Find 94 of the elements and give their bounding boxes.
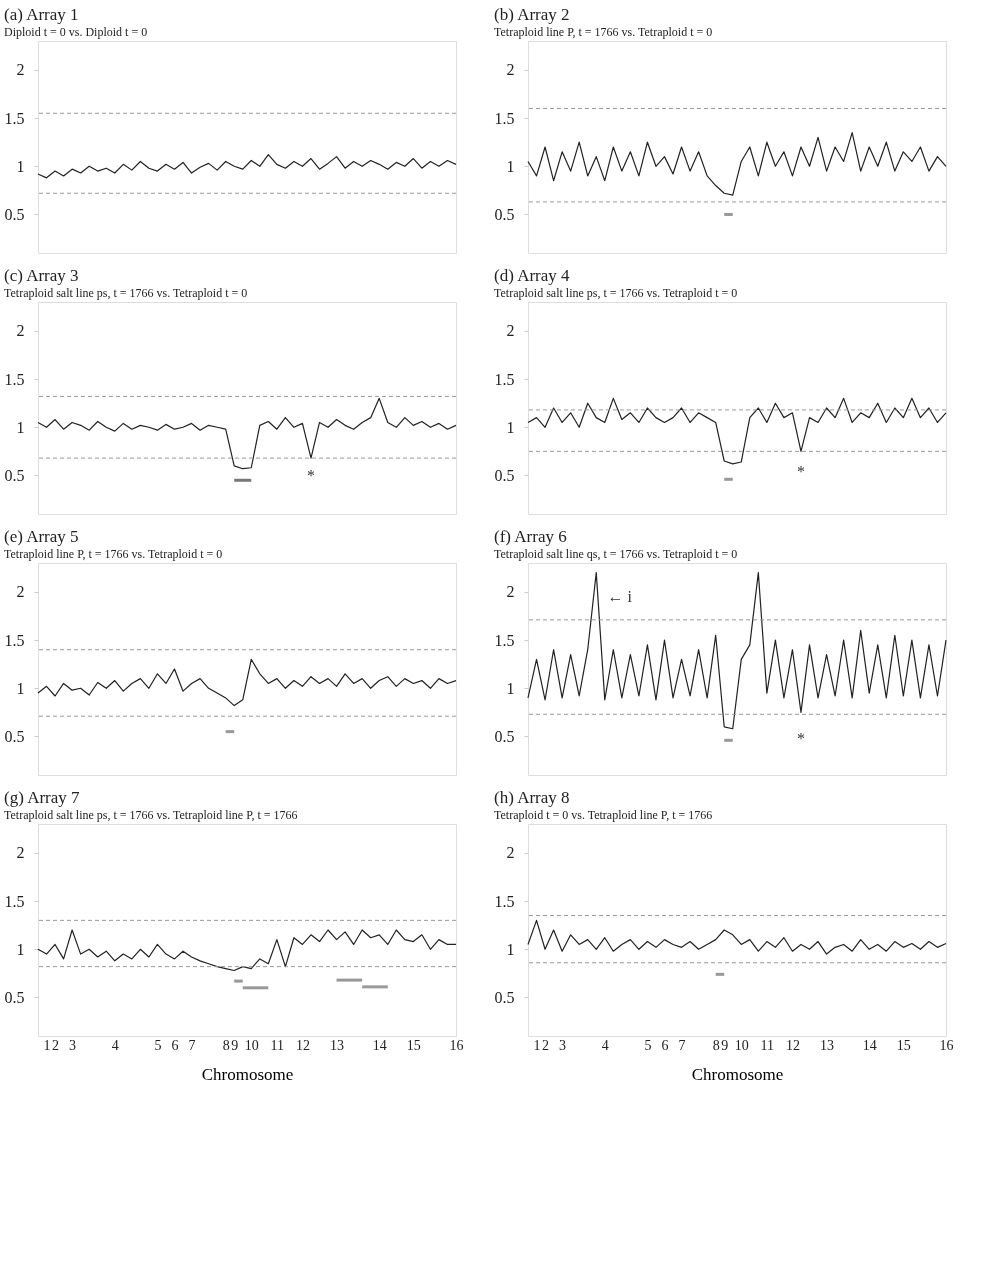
x-tick-label: 11 <box>270 1037 285 1053</box>
y-tick-label: 1.5 <box>4 631 25 649</box>
line-series <box>37 658 457 707</box>
chart-title: (h) Array 8 <box>494 788 570 807</box>
chart-title: (c) Array 3 <box>4 266 79 285</box>
y-tick-label: 1.5 <box>4 109 25 127</box>
y-tick-label: 0.5 <box>494 205 515 223</box>
chart-title: (b) Array 2 <box>494 5 570 24</box>
y-tick-label: 0.5 <box>4 205 25 223</box>
x-tick-label: 6 <box>171 1037 179 1053</box>
y-tick-label: 1 <box>506 418 515 436</box>
annotation: * <box>796 462 805 480</box>
line-series <box>527 919 947 955</box>
y-tick-label: 0.5 <box>4 988 25 1006</box>
chart-title: (f) Array 6 <box>494 527 567 546</box>
x-axis-title: Chromosome <box>201 1064 294 1084</box>
y-tick-label: 2 <box>506 844 515 862</box>
x-tick-label: 4 <box>111 1037 119 1053</box>
line-series <box>527 572 947 730</box>
x-tick-label: 2 <box>52 1037 60 1053</box>
y-tick-label: 1 <box>506 679 515 697</box>
y-tick-label: 0.5 <box>494 727 515 745</box>
chart-title: (d) Array 4 <box>494 266 571 285</box>
y-tick-label: 2 <box>16 844 25 862</box>
y-tick-label: 2 <box>16 322 25 340</box>
line-series <box>527 131 947 196</box>
y-tick-label: 2 <box>16 583 25 601</box>
x-tick-label: 14 <box>862 1037 877 1053</box>
x-tick-label: 9 <box>231 1037 239 1053</box>
x-tick-label: 16 <box>449 1037 464 1053</box>
chart-title: (a) Array 1 <box>4 5 79 24</box>
x-tick-label: 14 <box>372 1037 387 1053</box>
x-tick-label: 5 <box>644 1037 652 1053</box>
x-axis-title: Chromosome <box>691 1064 784 1084</box>
x-tick-label: 7 <box>678 1037 686 1053</box>
y-tick-label: 1.5 <box>494 892 515 910</box>
y-tick-label: 1 <box>16 940 25 958</box>
x-tick-label: 10 <box>734 1037 749 1053</box>
line-series <box>527 397 947 465</box>
x-tick-label: 1 <box>43 1037 51 1053</box>
x-tick-label: 2 <box>542 1037 550 1053</box>
y-tick-label: 2 <box>506 583 515 601</box>
y-tick-label: 0.5 <box>4 466 25 484</box>
x-tick-label: 11 <box>760 1037 775 1053</box>
y-tick-label: 0.5 <box>494 466 515 484</box>
x-tick-label: 1 <box>533 1037 541 1053</box>
x-tick-label: 8 <box>222 1037 230 1053</box>
annotation: * <box>796 729 805 747</box>
x-tick-label: 13 <box>820 1037 835 1053</box>
annotation: ← i <box>607 587 633 605</box>
x-tick-label: 7 <box>188 1037 196 1053</box>
chart-subtitle: Tetraploid line P, t = 1766 vs. Tetraploid t = 0 <box>494 25 713 39</box>
chart-subtitle: Tetraploid salt line qs, t = 1766 vs. Tetraploid t = 0 <box>494 547 738 561</box>
y-tick-label: 1.5 <box>4 370 25 388</box>
line-series <box>37 397 457 470</box>
x-tick-label: 3 <box>559 1037 567 1053</box>
annotation: * <box>306 466 315 484</box>
x-tick-label: 8 <box>712 1037 720 1053</box>
y-tick-label: 1 <box>506 157 515 175</box>
y-tick-label: 0.5 <box>4 727 25 745</box>
y-tick-label: 1.5 <box>494 631 515 649</box>
y-tick-label: 1 <box>16 157 25 175</box>
y-tick-label: 2 <box>506 322 515 340</box>
y-tick-label: 2 <box>16 61 25 79</box>
x-tick-label: 13 <box>330 1037 345 1053</box>
y-tick-label: 1.5 <box>4 892 25 910</box>
chart-subtitle: Tetraploid line P, t = 1766 vs. Tetraploid t = 0 <box>4 547 223 561</box>
y-tick-label: 1.5 <box>494 370 515 388</box>
x-tick-label: 3 <box>69 1037 77 1053</box>
x-tick-label: 4 <box>601 1037 609 1053</box>
chart-title: (g) Array 7 <box>4 788 81 807</box>
chart-subtitle: Tetraploid t = 0 vs. Tetraploid line P, t = 1766 <box>494 808 713 822</box>
x-tick-label: 16 <box>939 1037 954 1053</box>
y-tick-label: 1 <box>506 940 515 958</box>
line-series <box>37 154 457 179</box>
x-tick-label: 15 <box>896 1037 911 1053</box>
chart-subtitle: Diploid t = 0 vs. Diploid t = 0 <box>4 25 148 39</box>
x-tick-label: 12 <box>785 1037 800 1053</box>
y-tick-label: 1 <box>16 418 25 436</box>
x-tick-label: 15 <box>406 1037 421 1053</box>
y-tick-label: 1.5 <box>494 109 515 127</box>
chart-subtitle: Tetraploid salt line ps, t = 1766 vs. Tetraploid t = 0 <box>4 286 248 300</box>
x-tick-label: 5 <box>154 1037 162 1053</box>
x-tick-label: 6 <box>661 1037 669 1053</box>
chart-subtitle: Tetraploid salt line ps, t = 1766 vs. Tetraploid t = 0 <box>494 286 738 300</box>
y-tick-label: 0.5 <box>494 988 515 1006</box>
y-tick-label: 1 <box>16 679 25 697</box>
x-tick-label: 10 <box>244 1037 259 1053</box>
x-tick-label: 9 <box>721 1037 729 1053</box>
chart-title: (e) Array 5 <box>4 527 79 546</box>
line-series <box>37 929 457 972</box>
chart-subtitle: Tetraploid salt line ps, t = 1766 vs. Tetraploid line P, t = 1766 <box>4 808 298 822</box>
y-tick-label: 2 <box>506 61 515 79</box>
x-tick-label: 12 <box>295 1037 310 1053</box>
